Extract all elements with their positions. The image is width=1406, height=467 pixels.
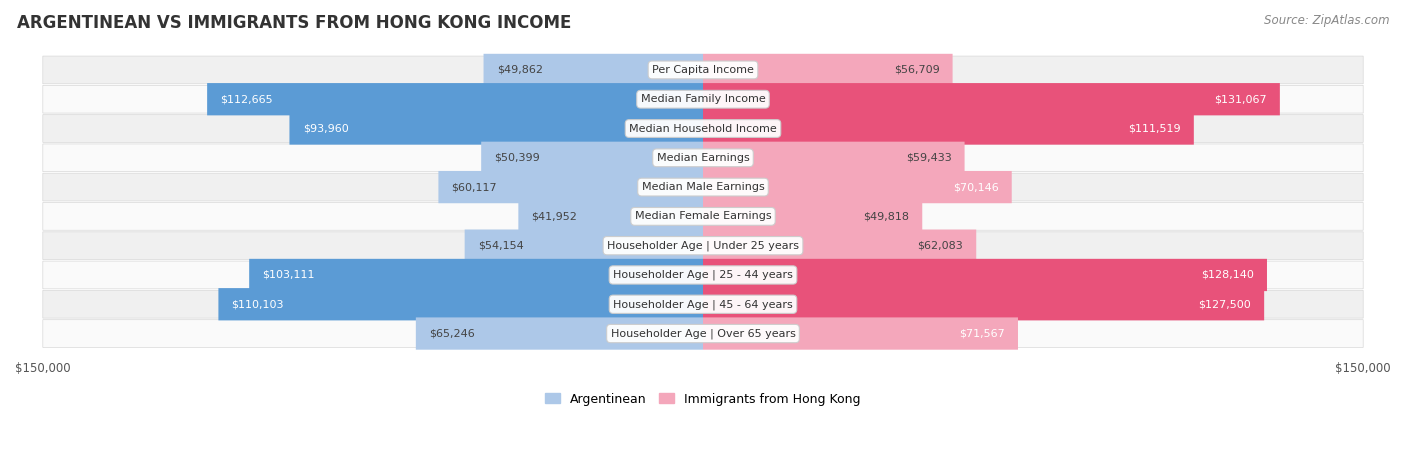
Text: $60,117: $60,117 [451, 182, 498, 192]
Text: Source: ZipAtlas.com: Source: ZipAtlas.com [1264, 14, 1389, 27]
FancyBboxPatch shape [703, 288, 1264, 320]
Text: Householder Age | Over 65 years: Householder Age | Over 65 years [610, 328, 796, 339]
Text: Householder Age | 25 - 44 years: Householder Age | 25 - 44 years [613, 270, 793, 280]
FancyBboxPatch shape [703, 230, 976, 262]
Text: Median Male Earnings: Median Male Earnings [641, 182, 765, 192]
FancyBboxPatch shape [290, 113, 703, 145]
Text: $49,862: $49,862 [496, 65, 543, 75]
FancyBboxPatch shape [703, 54, 953, 86]
FancyBboxPatch shape [42, 115, 1364, 142]
FancyBboxPatch shape [703, 142, 965, 174]
FancyBboxPatch shape [42, 144, 1364, 172]
Text: $127,500: $127,500 [1198, 299, 1251, 309]
FancyBboxPatch shape [42, 173, 1364, 201]
Text: $41,952: $41,952 [531, 212, 578, 221]
FancyBboxPatch shape [42, 232, 1364, 260]
Text: $103,111: $103,111 [263, 270, 315, 280]
FancyBboxPatch shape [42, 203, 1364, 230]
FancyBboxPatch shape [42, 261, 1364, 289]
Text: Median Household Income: Median Household Income [628, 123, 778, 134]
FancyBboxPatch shape [703, 171, 1012, 203]
FancyBboxPatch shape [481, 142, 703, 174]
Text: Householder Age | 45 - 64 years: Householder Age | 45 - 64 years [613, 299, 793, 310]
FancyBboxPatch shape [439, 171, 703, 203]
FancyBboxPatch shape [703, 259, 1267, 291]
FancyBboxPatch shape [416, 318, 703, 350]
Text: ARGENTINEAN VS IMMIGRANTS FROM HONG KONG INCOME: ARGENTINEAN VS IMMIGRANTS FROM HONG KONG… [17, 14, 571, 32]
Text: $128,140: $128,140 [1201, 270, 1254, 280]
FancyBboxPatch shape [519, 200, 703, 233]
Text: $62,083: $62,083 [917, 241, 963, 251]
Text: Median Earnings: Median Earnings [657, 153, 749, 163]
Text: $111,519: $111,519 [1128, 123, 1181, 134]
Text: $110,103: $110,103 [232, 299, 284, 309]
Legend: Argentinean, Immigrants from Hong Kong: Argentinean, Immigrants from Hong Kong [540, 388, 866, 410]
FancyBboxPatch shape [703, 318, 1018, 350]
Text: $93,960: $93,960 [302, 123, 349, 134]
Text: Median Female Earnings: Median Female Earnings [634, 212, 772, 221]
Text: $59,433: $59,433 [905, 153, 952, 163]
FancyBboxPatch shape [703, 200, 922, 233]
Text: $54,154: $54,154 [478, 241, 523, 251]
FancyBboxPatch shape [703, 83, 1279, 115]
Text: $56,709: $56,709 [894, 65, 939, 75]
FancyBboxPatch shape [484, 54, 703, 86]
Text: Householder Age | Under 25 years: Householder Age | Under 25 years [607, 241, 799, 251]
FancyBboxPatch shape [207, 83, 703, 115]
FancyBboxPatch shape [42, 85, 1364, 113]
Text: $65,246: $65,246 [429, 329, 475, 339]
Text: Median Family Income: Median Family Income [641, 94, 765, 104]
FancyBboxPatch shape [42, 290, 1364, 318]
FancyBboxPatch shape [42, 56, 1364, 84]
FancyBboxPatch shape [249, 259, 703, 291]
Text: $49,818: $49,818 [863, 212, 910, 221]
Text: $112,665: $112,665 [221, 94, 273, 104]
Text: $70,146: $70,146 [953, 182, 998, 192]
Text: $131,067: $131,067 [1213, 94, 1267, 104]
Text: $50,399: $50,399 [495, 153, 540, 163]
Text: $71,567: $71,567 [959, 329, 1005, 339]
Text: Per Capita Income: Per Capita Income [652, 65, 754, 75]
FancyBboxPatch shape [464, 230, 703, 262]
FancyBboxPatch shape [703, 113, 1194, 145]
FancyBboxPatch shape [218, 288, 703, 320]
FancyBboxPatch shape [42, 320, 1364, 347]
